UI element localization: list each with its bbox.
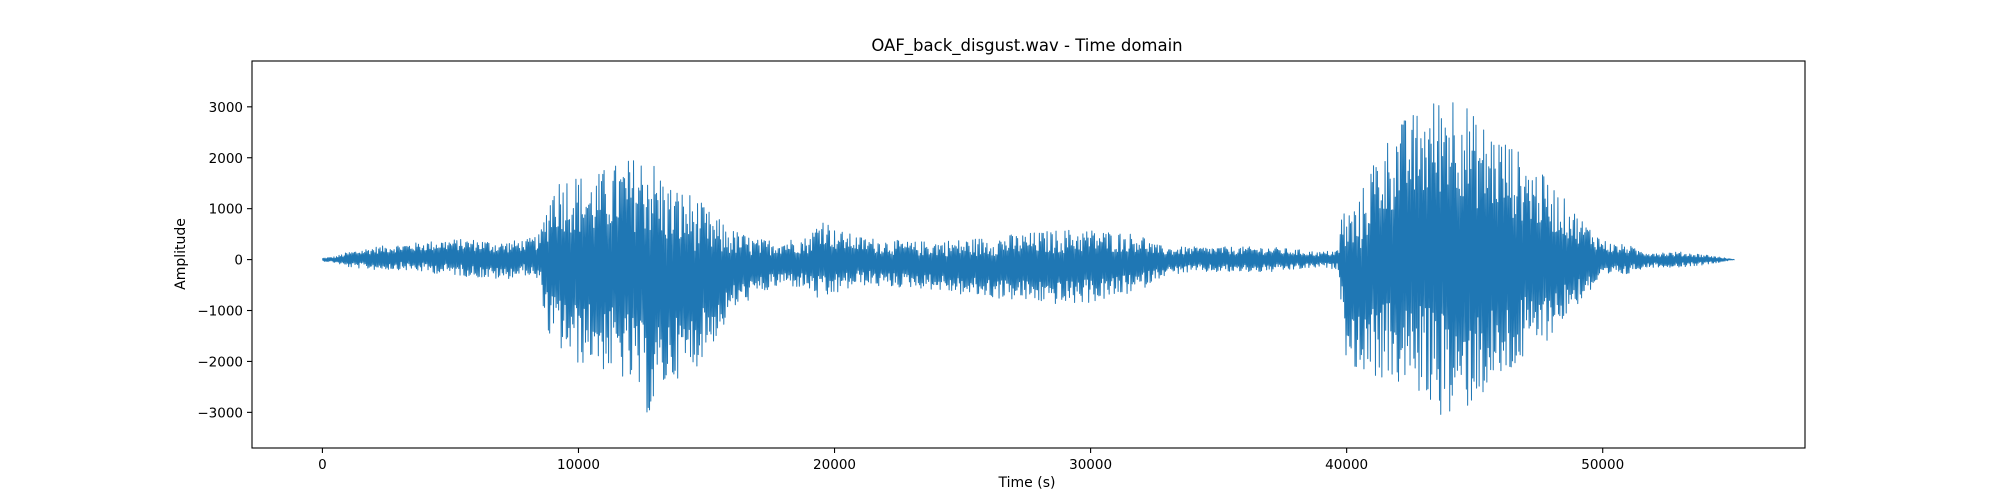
x-axis: 0 10000 20000 30000 40000 50000 [318,448,1624,473]
y-tick-label: −2000 [197,354,243,370]
x-tick-label: 20000 [813,457,856,473]
y-axis: −3000 −2000 −1000 0 1000 2000 3000 [197,100,252,421]
y-tick-label: 0 [234,253,243,269]
x-tick-label: 40000 [1325,457,1368,473]
y-tick-label: −3000 [197,405,243,421]
waveform-line [321,102,1735,415]
plot-frame [251,60,1806,449]
y-tick-label: 1000 [209,202,243,218]
y-tick-label: −1000 [197,304,243,320]
plot-area [251,60,1806,449]
x-tick-label: 30000 [1069,457,1112,473]
y-tick-label: 3000 [209,100,243,116]
x-tick-label: 50000 [1581,457,1624,473]
chart-title: OAF_back_disgust.wav - Time domain [871,36,1182,56]
y-tick-label: 2000 [209,151,243,167]
y-axis-label: Amplitude [173,218,189,290]
x-tick-label: 0 [318,457,327,473]
waveform-series [321,102,1735,415]
x-axis-label: Time (s) [998,475,1056,491]
x-tick-label: 10000 [557,457,600,473]
